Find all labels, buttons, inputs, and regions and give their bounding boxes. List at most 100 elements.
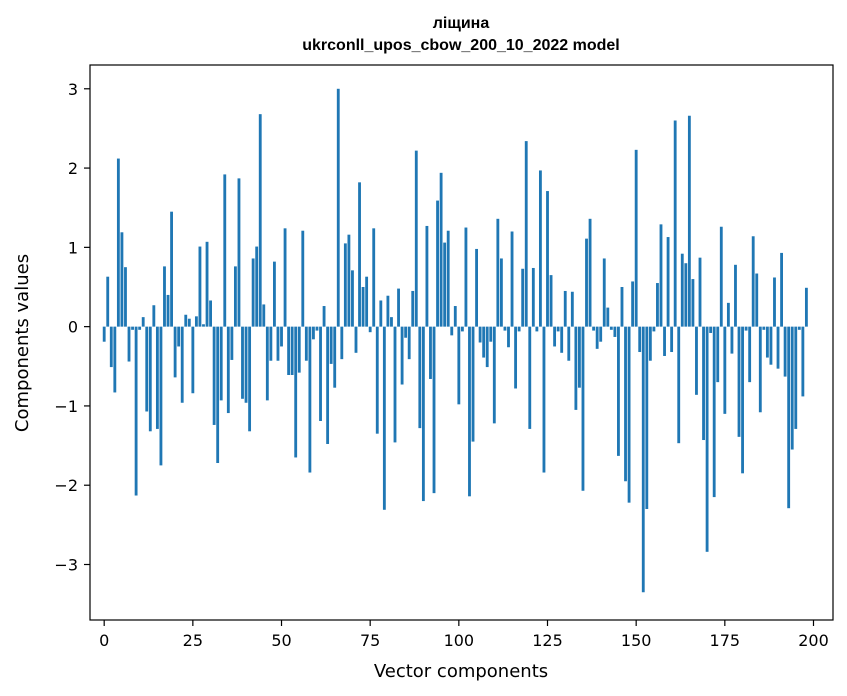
bar-108 — [485, 326, 489, 368]
bar-70 — [351, 270, 354, 327]
y-tick-label: 1 — [68, 238, 78, 257]
bar-91 — [425, 225, 429, 327]
bar-25 — [191, 326, 195, 394]
bar-152 — [641, 326, 645, 593]
bar-35 — [226, 326, 230, 414]
bar-162 — [677, 326, 681, 444]
x-tick-label: 150 — [621, 631, 652, 650]
bar-56 — [301, 230, 305, 327]
bar-135 — [581, 326, 585, 491]
bar-131 — [567, 326, 571, 361]
bar-36 — [230, 326, 234, 360]
bar-87 — [411, 290, 415, 327]
y-tick-label: −3 — [54, 556, 78, 575]
bar-95 — [439, 172, 443, 327]
bar-9 — [134, 326, 138, 496]
bar-50 — [280, 326, 283, 347]
bar-77 — [375, 326, 379, 434]
bar-173 — [716, 326, 720, 383]
bar-115 — [510, 231, 514, 327]
bar-188 — [769, 326, 773, 365]
bar-172 — [712, 326, 716, 498]
bar-156 — [656, 283, 659, 327]
chart-title: ліщина — [433, 15, 490, 32]
bar-27 — [198, 246, 202, 327]
bar-137 — [588, 218, 592, 327]
chart-subtitle: ukrconll_upos_cbow_200_10_2022 model — [302, 37, 619, 54]
bar-164 — [684, 263, 688, 327]
bar-29 — [205, 241, 209, 327]
bar-34 — [223, 174, 227, 327]
bar-128 — [556, 326, 560, 332]
bar-41 — [248, 326, 252, 432]
bar-49 — [276, 326, 280, 361]
bar-198 — [804, 287, 808, 327]
bar-55 — [297, 326, 301, 373]
bar-155 — [652, 326, 656, 332]
bar-18 — [166, 294, 170, 327]
y-tick-label: −2 — [54, 476, 78, 495]
bar-157 — [659, 224, 663, 327]
bar-165 — [687, 115, 691, 327]
bar-82 — [393, 326, 397, 443]
bar-117 — [517, 326, 521, 332]
plot-frame — [89, 64, 834, 621]
bar-126 — [549, 275, 553, 327]
bar-134 — [578, 326, 581, 388]
bar-167 — [695, 326, 698, 395]
bar-78 — [379, 300, 383, 327]
bar-139 — [595, 326, 599, 349]
bar-37 — [233, 266, 237, 327]
bar-107 — [482, 326, 486, 358]
bar-116 — [514, 326, 518, 389]
bar-92 — [429, 326, 432, 379]
bar-26 — [194, 316, 198, 327]
bar-12 — [145, 326, 149, 412]
bar-118 — [521, 268, 525, 327]
bar-67 — [340, 326, 344, 360]
bar-176 — [726, 302, 730, 327]
bar-184 — [755, 273, 759, 327]
bar-58 — [308, 326, 312, 473]
bar-143 — [609, 326, 613, 330]
x-tick-label: 100 — [444, 631, 475, 650]
bar-98 — [450, 326, 454, 336]
bar-20 — [173, 326, 177, 378]
bar-151 — [638, 326, 642, 353]
bar-93 — [432, 326, 436, 494]
bar-23 — [184, 314, 188, 327]
x-tick-label: 0 — [99, 631, 109, 650]
bar-150 — [634, 149, 638, 327]
bar-119 — [524, 141, 528, 327]
bar-154 — [648, 326, 652, 361]
y-tick-label: −1 — [54, 397, 78, 416]
bar-54 — [294, 326, 298, 458]
bar-113 — [503, 326, 507, 331]
bar-160 — [670, 326, 674, 353]
bar-114 — [507, 326, 510, 348]
bar-122 — [535, 326, 539, 332]
bar-140 — [599, 326, 603, 342]
bar-182 — [748, 326, 752, 383]
bar-112 — [499, 258, 503, 327]
bar-24 — [187, 318, 191, 327]
bar-44 — [258, 114, 262, 327]
bar-40 — [244, 326, 248, 403]
bar-195 — [794, 326, 798, 429]
bar-88 — [414, 150, 418, 327]
bar-149 — [631, 281, 635, 327]
bar-48 — [273, 261, 276, 327]
bar-124 — [542, 326, 546, 473]
bar-158 — [663, 326, 666, 356]
x-tick-label: 125 — [532, 631, 563, 650]
bar-138 — [592, 326, 596, 331]
bar-17 — [163, 266, 166, 327]
bar-7 — [127, 326, 131, 362]
bar-32 — [216, 326, 220, 464]
bar-191 — [780, 252, 783, 327]
bar-33 — [219, 326, 223, 401]
bar-81 — [390, 317, 393, 327]
bar-68 — [343, 243, 347, 327]
bar-53 — [290, 326, 294, 375]
x-tick-label: 25 — [183, 631, 203, 650]
